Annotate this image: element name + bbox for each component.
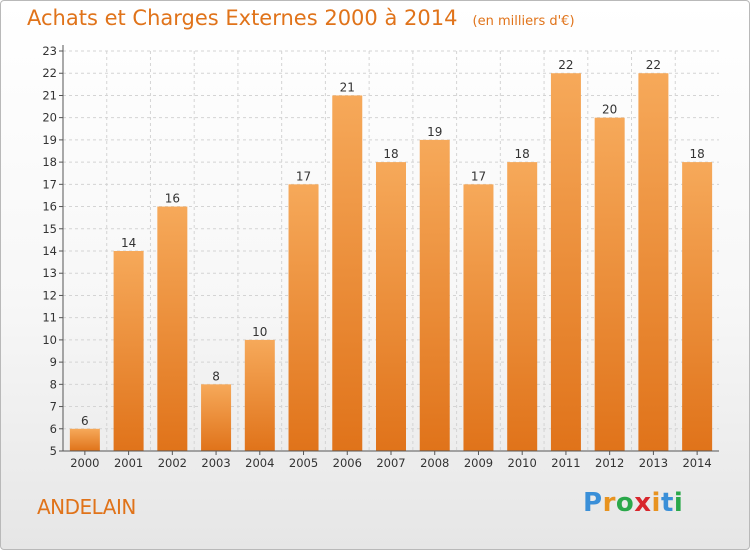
x-tick-label: 2013: [639, 456, 668, 470]
logo-letter: i: [673, 488, 684, 518]
y-tick-label: 12: [42, 288, 57, 302]
bar-2007: [376, 162, 406, 451]
bar-2005: [288, 184, 319, 452]
x-tick-label: 2003: [201, 456, 230, 470]
bars: [69, 73, 713, 452]
bar-2006: [332, 95, 363, 451]
x-tick-label: 2011: [551, 456, 580, 470]
data-label: 6: [81, 414, 89, 428]
data-label: 18: [383, 147, 398, 161]
y-tick-label: 11: [42, 311, 57, 325]
logo-letter: x: [634, 488, 652, 518]
x-tick-label: 2004: [245, 456, 274, 470]
bar-2002: [157, 206, 188, 451]
y-tick-label: 17: [42, 177, 57, 191]
commune-name: ANDELAIN: [37, 495, 136, 519]
y-tick-label: 23: [42, 44, 57, 58]
y-tick-label: 14: [42, 244, 57, 258]
bar-2013: [638, 73, 669, 451]
x-tick-label: 2001: [114, 456, 143, 470]
y-tick-label: 10: [42, 333, 57, 347]
logo-letter: r: [602, 488, 616, 518]
x-tick-label: 2006: [333, 456, 362, 470]
chart-title: Achats et Charges Externes 2000 à 2014: [27, 6, 458, 30]
data-label: 22: [646, 58, 661, 72]
x-tick-label: 2014: [682, 456, 711, 470]
y-tick-label: 20: [42, 111, 57, 125]
data-label: 17: [296, 169, 311, 183]
bar-2011: [550, 73, 581, 451]
y-tick-label: 13: [42, 266, 57, 280]
axes: [59, 45, 719, 455]
bar-2010: [507, 162, 538, 451]
bar-2014: [682, 162, 713, 451]
data-label: 16: [165, 192, 180, 206]
logo-letter: P: [583, 488, 603, 518]
y-tick-label: 9: [50, 355, 57, 369]
data-label: 10: [252, 325, 267, 339]
x-tick-label: 2010: [508, 456, 537, 470]
y-tick-label: 22: [42, 66, 57, 80]
logo-letter: t: [660, 488, 674, 518]
data-label: 18: [515, 147, 530, 161]
data-label: 21: [340, 80, 355, 94]
y-tick-label: 21: [42, 88, 57, 102]
x-tick-label: 2000: [70, 456, 99, 470]
x-tick-label: 2012: [595, 456, 624, 470]
x-tick-label: 2007: [376, 456, 405, 470]
y-tick-label: 19: [42, 133, 57, 147]
logo-letter: o: [615, 488, 635, 518]
data-label: 22: [558, 58, 573, 72]
x-tick-label: 2002: [158, 456, 187, 470]
bar-2012: [594, 117, 625, 452]
y-tick-label: 7: [50, 400, 57, 414]
y-tick-label: 16: [42, 200, 57, 214]
labels: 5 6 7 8 9 10 11 12 13 14 15 16 17 18 19 20 21 22 23 6 2000 14…: [42, 44, 711, 470]
bar-2003: [201, 384, 232, 451]
bar-2000: [69, 428, 100, 451]
data-label: 14: [121, 236, 136, 250]
chart-subtitle: (en milliers d'€): [472, 14, 575, 29]
y-tick-label: 15: [42, 222, 57, 236]
bar-2004: [244, 339, 275, 451]
proxiti-logo[interactable]: Proxiti: [583, 488, 683, 518]
bar-2008: [419, 139, 450, 451]
bar-2009: [463, 184, 494, 452]
y-tick-label: 18: [42, 155, 57, 169]
y-tick-label: 8: [50, 377, 57, 391]
logo-letter: i: [651, 488, 661, 518]
data-label: 20: [602, 103, 617, 117]
x-tick-label: 2008: [420, 456, 449, 470]
data-label: 8: [212, 369, 220, 383]
title-block: Achats et Charges Externes 2000 à 2014 (…: [27, 6, 575, 30]
data-label: 17: [471, 169, 486, 183]
data-label: 18: [689, 147, 704, 161]
y-tick-label: 5: [50, 444, 57, 458]
x-tick-label: 2005: [289, 456, 318, 470]
x-tick-label: 2009: [464, 456, 493, 470]
y-tick-label: 6: [50, 422, 57, 436]
bar-2001: [113, 251, 144, 451]
data-label: 19: [427, 125, 442, 139]
